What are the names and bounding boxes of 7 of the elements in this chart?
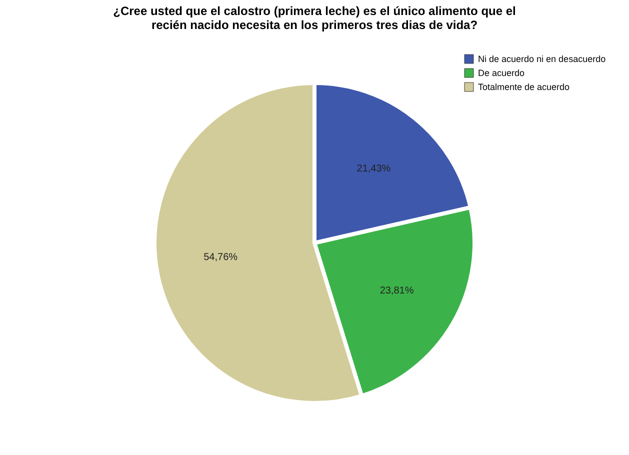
chart-title: ¿Cree usted que el calostro (primera leche) es el único alimento que el recién nacido necesita en los primeros tres dias de vida? — [113, 4, 516, 32]
data-label: 54,76% — [204, 252, 238, 264]
legend-label: Ni de acuerdo ni en desacuerdo — [478, 54, 606, 64]
legend-label: Totalmente de acuerdo — [478, 82, 570, 92]
legend-label: De acuerdo — [478, 68, 525, 78]
data-label: 21,43% — [356, 164, 391, 175]
data-label: 23,81% — [380, 286, 414, 297]
